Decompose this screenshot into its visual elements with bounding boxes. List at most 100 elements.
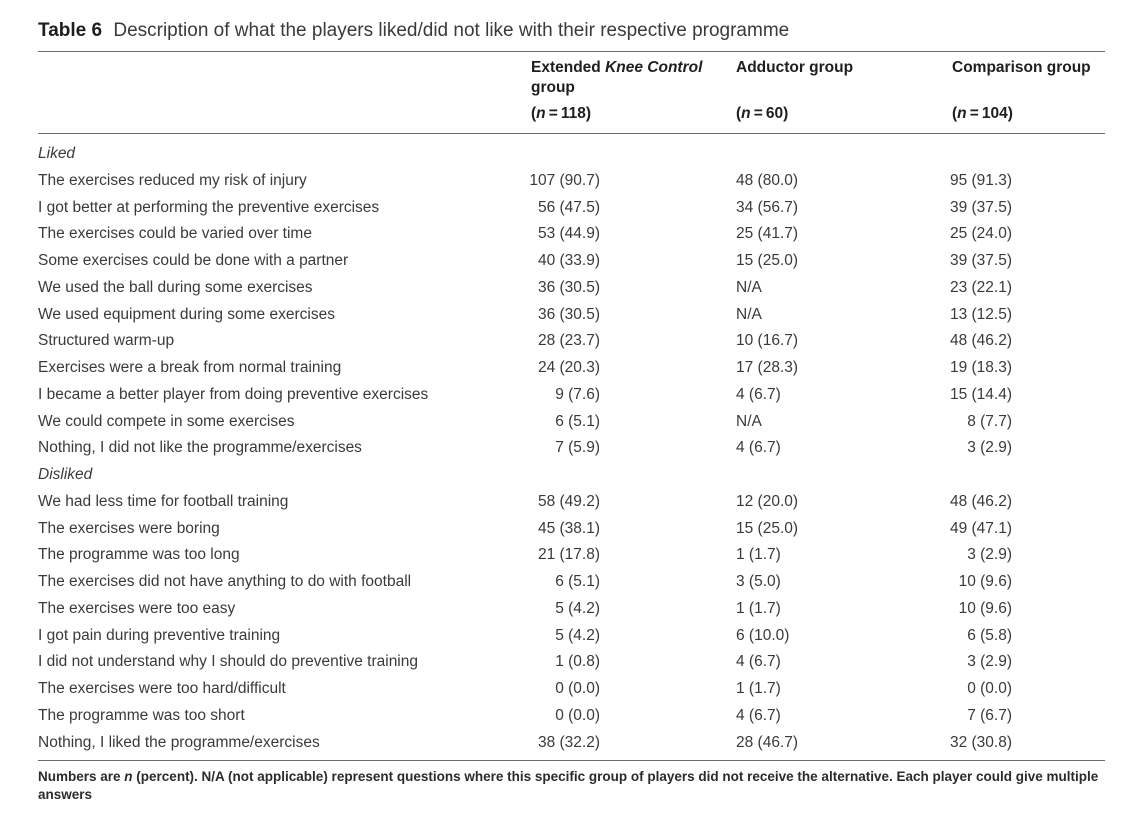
row-label: The exercises could be varied over time xyxy=(38,225,312,243)
table-row: I got pain during preventive training 5 (… xyxy=(0,624,1125,650)
row-label: I got better at performing the preventiv… xyxy=(38,198,380,216)
column-header-text: group xyxy=(531,79,575,96)
row-label: Some exercises could be done with a part… xyxy=(38,252,349,269)
cell-value: 0 (0.0) xyxy=(555,706,600,724)
row-label: Structured warm-up xyxy=(38,332,175,350)
cell-value: 7 (6.7) xyxy=(967,706,1012,724)
cell-value: 1 (0.8) xyxy=(555,653,600,671)
table-number: Table 6 xyxy=(38,20,103,41)
table-row: Nothing, I did not like the programme/ex… xyxy=(0,436,1125,462)
table-row: Structured warm-up 28 (23.7) 10 (16.7) 48 (… xyxy=(0,329,1125,355)
sample-size-var: n xyxy=(957,105,967,122)
table-row: The exercises were too easy 5 (4.2) 1 (1.7… xyxy=(0,597,1125,623)
table-row: The exercises were too hard/difficult 0 (… xyxy=(0,677,1125,703)
cell-value: N/A xyxy=(736,412,762,430)
cell-value: 21 (17.8) xyxy=(537,546,600,564)
row-label: We used the ball during some exercises xyxy=(38,278,313,296)
column-header-italic: Knee Control xyxy=(605,59,703,76)
cell-value: 3 (5.0) xyxy=(736,573,781,590)
top-rule xyxy=(38,51,1105,52)
table-row: The programme was too long 21 (17.8) 1 (1.… xyxy=(0,543,1125,569)
cell-value: 58 (49.2) xyxy=(537,492,600,510)
column-sample-size: (n = 104) xyxy=(952,104,1013,124)
cell-value: 45 (38.1) xyxy=(537,519,600,537)
table-title: Description of what the players liked/di… xyxy=(113,20,790,41)
row-label: I did not understand why I should do pre… xyxy=(38,653,418,671)
cell-value: 3 (2.9) xyxy=(967,653,1012,671)
cell-value: 56 (47.5) xyxy=(537,198,600,216)
row-label: The exercises did not have anything to d… xyxy=(38,573,412,590)
cell-value: 6 (5.8) xyxy=(967,626,1012,644)
row-label: I became a better player from doing prev… xyxy=(38,385,429,403)
cell-value: 24 (20.3) xyxy=(537,359,600,376)
cell-value: 13 (12.5) xyxy=(949,305,1012,323)
cell-value: 38 (32.2) xyxy=(537,733,600,751)
sample-size-value: = 60) xyxy=(750,105,789,122)
sample-size-open: ( xyxy=(531,105,537,122)
row-label: We used equipment during some exercises xyxy=(38,305,335,323)
column-header-extended-knee-control: Extended Knee Control group (n = 118) xyxy=(531,58,721,122)
cell-value: 28 (23.7) xyxy=(537,332,600,350)
table-row: The exercises reduced my risk of injury 1… xyxy=(0,169,1125,195)
column-sample-size: (n = 60) xyxy=(736,104,788,124)
row-label: Exercises were a break from normal train… xyxy=(38,359,342,376)
section-heading-row: Disliked xyxy=(0,463,1125,489)
cell-value: 36 (30.5) xyxy=(537,305,600,323)
row-label: Nothing, I liked the programme/exercises xyxy=(38,733,320,751)
cell-value: 4 (6.7) xyxy=(736,706,781,724)
cell-value: 49 (47.1) xyxy=(949,519,1012,537)
cell-value: 6 (5.1) xyxy=(555,573,600,590)
row-label: The programme was too long xyxy=(38,546,240,564)
column-header-text: Comparison group xyxy=(952,59,1091,76)
section-heading: Liked xyxy=(38,145,76,162)
cell-value: 40 (33.9) xyxy=(537,252,600,269)
column-header-comparison: Comparison group (n = 104) xyxy=(952,58,1125,122)
cell-value: 0 (0.0) xyxy=(967,680,1012,697)
column-header-text: Adductor group xyxy=(736,59,854,76)
table-row: I did not understand why I should do pre… xyxy=(0,650,1125,676)
sample-size-var: n xyxy=(741,105,751,122)
row-label: The exercises were too easy xyxy=(38,599,236,617)
cell-value: 34 (56.7) xyxy=(736,198,799,216)
cell-value: 6 (10.0) xyxy=(736,626,790,644)
table-row: I got better at performing the preventiv… xyxy=(0,196,1125,222)
column-header-adductor: Adductor group (n = 60) xyxy=(736,58,926,122)
sample-size-value: = 118) xyxy=(545,105,592,122)
table-footnote: Numbers are n (percent). N/A (not applic… xyxy=(38,768,1108,804)
cell-value: 10 (16.7) xyxy=(736,332,799,350)
table-row: We could compete in some exercises 6 (5.1… xyxy=(0,410,1125,436)
cell-value: 12 (20.0) xyxy=(736,492,799,510)
cell-value: 1 (1.7) xyxy=(736,599,781,617)
table-row: I became a better player from doing prev… xyxy=(0,383,1125,409)
cell-value: 25 (41.7) xyxy=(736,225,799,243)
row-label: The exercises were too hard/difficult xyxy=(38,680,286,697)
cell-value: 15 (25.0) xyxy=(736,519,799,537)
cell-value: 4 (6.7) xyxy=(736,653,781,671)
cell-value: 53 (44.9) xyxy=(537,225,600,243)
cell-value: 1 (1.7) xyxy=(736,680,781,697)
table-caption: Table 6 Description of what the players … xyxy=(38,19,789,43)
cell-value: 17 (28.3) xyxy=(736,359,799,376)
bottom-rule xyxy=(38,760,1105,761)
table-row: Some exercises could be done with a part… xyxy=(0,249,1125,275)
table-row: The exercises could be varied over time 5… xyxy=(0,222,1125,248)
table-row: We used the ball during some exercises 36… xyxy=(0,276,1125,302)
cell-value: 8 (7.7) xyxy=(967,412,1012,430)
cell-value: 25 (24.0) xyxy=(949,225,1012,243)
sample-size-value: = 104) xyxy=(966,105,1013,122)
table-row: Exercises were a break from normal train… xyxy=(0,356,1125,382)
row-label: Nothing, I did not like the programme/ex… xyxy=(38,439,362,457)
section-heading: Disliked xyxy=(38,466,93,483)
table-row: The exercises did not have anything to d… xyxy=(0,570,1125,596)
section-heading-row: Liked xyxy=(0,142,1125,168)
cell-value: 23 (22.1) xyxy=(949,278,1012,296)
table-row: The programme was too short 0 (0.0) 4 (6.7… xyxy=(0,704,1125,730)
row-label: We had less time for football training xyxy=(38,492,289,510)
table-row: Nothing, I liked the programme/exercises… xyxy=(0,731,1125,757)
sample-size-open: ( xyxy=(952,105,958,122)
cell-value: 5 (4.2) xyxy=(555,599,600,617)
cell-value: 107 (90.7) xyxy=(529,171,600,189)
cell-value: 6 (5.1) xyxy=(555,412,600,430)
cell-value: 10 (9.6) xyxy=(958,599,1012,617)
cell-value: 48 (80.0) xyxy=(736,171,799,189)
